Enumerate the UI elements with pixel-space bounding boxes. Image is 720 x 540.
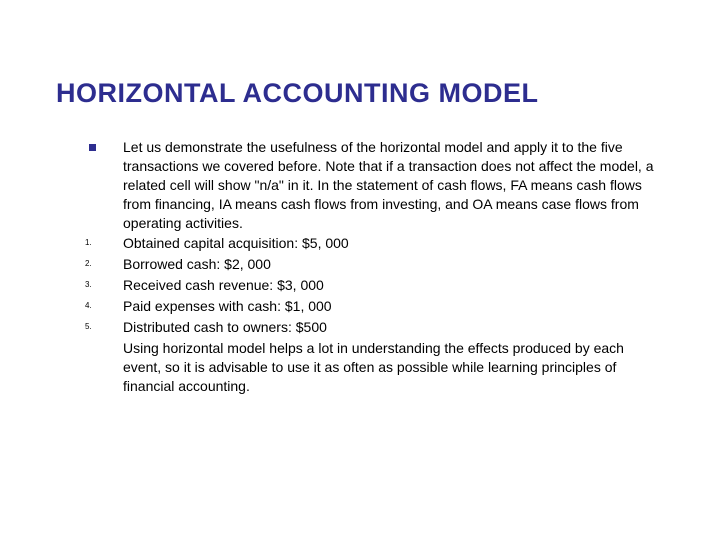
list-number: 3. [85,276,123,289]
intro-text: Let us demonstrate the usefulness of the… [123,138,665,232]
list-text: Distributed cash to owners: $500 [123,318,665,337]
square-bullet-icon [89,144,96,151]
slide: HORIZONTAL ACCOUNTING MODEL Let us demon… [0,0,720,540]
list-item: 2. Borrowed cash: $2, 000 [85,255,665,274]
slide-title: HORIZONTAL ACCOUNTING MODEL [56,78,538,109]
list-item: 4. Paid expenses with cash: $1, 000 [85,297,665,316]
list-text: Obtained capital acquisition: $5, 000 [123,234,665,253]
list-item: 1. Obtained capital acquisition: $5, 000 [85,234,665,253]
closing-text: Using horizontal model helps a lot in un… [123,339,665,396]
list-text: Borrowed cash: $2, 000 [123,255,665,274]
list-number: 5. [85,318,123,331]
list-text: Received cash revenue: $3, 000 [123,276,665,295]
list-item: 5. Distributed cash to owners: $500 [85,318,665,337]
closing-row: Using horizontal model helps a lot in un… [85,339,665,396]
list-number: 4. [85,297,123,310]
bullet-icon-cell [85,138,123,151]
intro-row: Let us demonstrate the usefulness of the… [85,138,665,232]
list-item: 3. Received cash revenue: $3, 000 [85,276,665,295]
list-number: 2. [85,255,123,268]
slide-body: Let us demonstrate the usefulness of the… [85,138,665,398]
list-text: Paid expenses with cash: $1, 000 [123,297,665,316]
list-number: 1. [85,234,123,247]
